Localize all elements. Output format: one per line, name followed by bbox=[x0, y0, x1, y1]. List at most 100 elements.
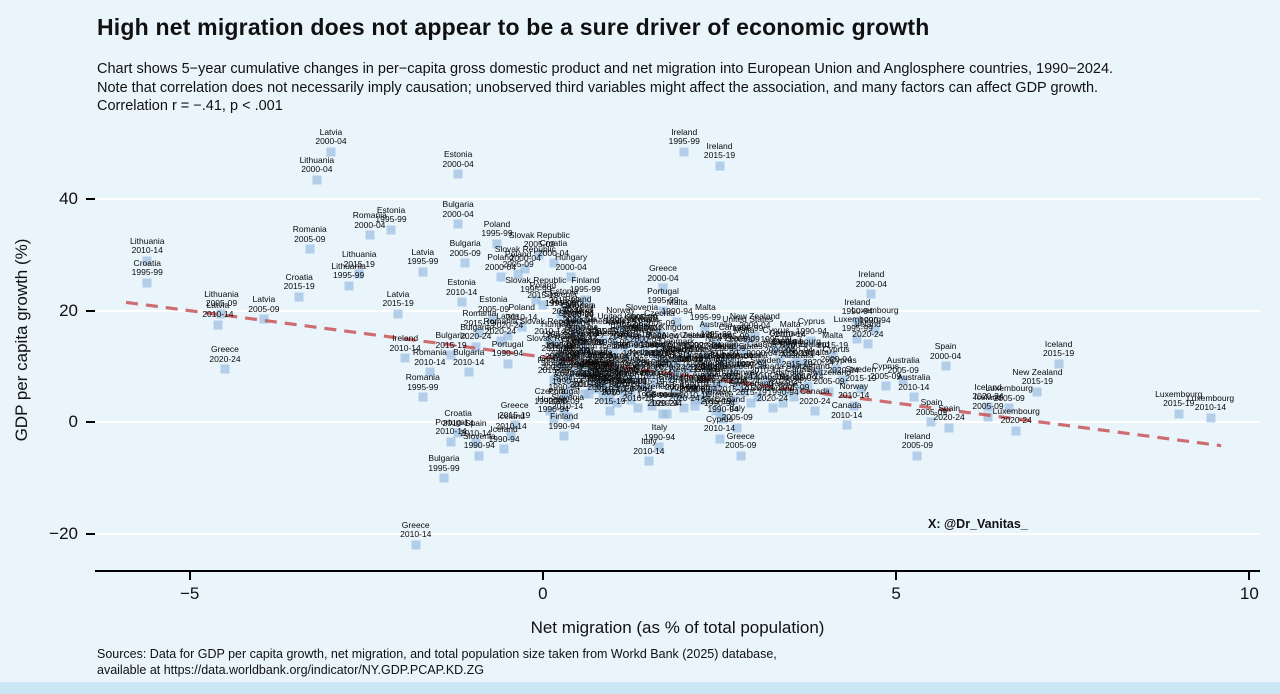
data-point-label: Poland 2005-09 bbox=[502, 249, 534, 269]
data-point-label: Ireland 1995-99 bbox=[668, 126, 700, 147]
data-point-marker bbox=[142, 256, 152, 266]
subtitle-line-3: Correlation r = −.41, p < .001 bbox=[97, 98, 283, 115]
data-point-marker bbox=[534, 250, 544, 260]
data-point-label: Luxembourg 2010-14 bbox=[1186, 392, 1235, 413]
data-point-marker bbox=[983, 412, 993, 422]
data-point-marker bbox=[513, 269, 523, 279]
data-point-marker bbox=[863, 339, 873, 349]
data-point-label: Croatia 1995-99 bbox=[131, 257, 163, 278]
data-point-label: Latvia 2015-19 bbox=[382, 288, 414, 308]
data-point-marker bbox=[654, 442, 664, 452]
data-point-marker bbox=[810, 406, 820, 416]
data-point-marker bbox=[439, 473, 449, 483]
data-point-label: Latvia 1995-99 bbox=[407, 246, 439, 267]
data-point-label: Greece 2010-14 bbox=[400, 519, 432, 540]
data-point-marker bbox=[912, 451, 922, 461]
y-tick-mark bbox=[86, 309, 95, 312]
data-point-marker bbox=[460, 258, 470, 268]
data-point-label: Bulgaria 2010-14 bbox=[453, 347, 485, 367]
data-point-marker bbox=[644, 456, 654, 466]
data-point-label: Canada 2020-24 bbox=[799, 386, 831, 406]
data-point-marker bbox=[633, 403, 643, 413]
source-line-2: available at https://data.worldbank.org/… bbox=[97, 663, 485, 678]
data-point-label: Poland 2015-19 bbox=[527, 280, 559, 300]
data-point-label: Poland 1995-99 bbox=[481, 218, 513, 239]
data-point-marker bbox=[662, 409, 672, 419]
data-point-label: Lithuania 2010-14 bbox=[130, 235, 165, 256]
data-point-label: Latvia 2000-04 bbox=[315, 126, 347, 147]
data-point-label: Greece 2000-04 bbox=[647, 263, 679, 283]
gridline-y-0 bbox=[95, 421, 1260, 424]
data-point-marker bbox=[881, 381, 891, 391]
data-point-label: Portugal 1995-99 bbox=[647, 285, 679, 306]
data-point-marker bbox=[496, 272, 506, 282]
data-point-marker bbox=[736, 451, 746, 461]
data-point-marker bbox=[842, 420, 852, 430]
data-point-label: Romania 2000-04 bbox=[352, 210, 387, 230]
x-tick-label: 0 bbox=[538, 584, 548, 603]
data-point-label: Spain 2020-24 bbox=[933, 402, 965, 423]
y-tick-label: 40 bbox=[59, 189, 78, 209]
x-tick-mark bbox=[895, 572, 898, 580]
data-point-label: Latvia 2005-09 bbox=[248, 294, 280, 314]
data-point-marker bbox=[305, 244, 315, 254]
data-point-label: Estonia 2010-14 bbox=[446, 277, 478, 297]
y-tick-label: 0 bbox=[68, 412, 78, 432]
data-point-label: Iceland 2000-04 bbox=[597, 341, 630, 361]
data-point-marker bbox=[658, 283, 668, 293]
x-tick-mark bbox=[1248, 572, 1251, 580]
gridline-y-40 bbox=[95, 198, 1260, 201]
chart-title: High net migration does not appear to be… bbox=[97, 14, 930, 40]
data-point-marker bbox=[715, 434, 725, 444]
data-point-marker bbox=[531, 295, 541, 305]
data-point-marker bbox=[464, 367, 474, 377]
data-point-marker bbox=[411, 540, 421, 550]
data-point-label: Switzerland 1990-94 bbox=[701, 394, 746, 414]
data-point-label: Romania 2010-14 bbox=[412, 347, 447, 367]
data-point-marker bbox=[312, 175, 322, 185]
data-point-label: Iceland 1995-99 bbox=[569, 327, 601, 348]
subtitle-line-1: Chart shows 5−year cumulative changes in… bbox=[97, 61, 1114, 77]
data-point-label: Poland 2000-04 bbox=[484, 252, 517, 272]
y-tick-label: −20 bbox=[49, 523, 78, 543]
data-point-marker bbox=[1011, 426, 1021, 436]
data-point-label: Iceland 1990-94 bbox=[488, 423, 520, 444]
data-point-marker bbox=[768, 403, 778, 413]
data-point-label: Switzerland 1995-99 bbox=[630, 380, 675, 400]
plot-area: Latvia 2000-04 Latvia 1995-99 Latvia 2015-19 L… bbox=[95, 110, 1260, 570]
data-point-label: New Zealand 1990-94 bbox=[669, 363, 720, 384]
data-point-label: Luxembourg 2000-04 bbox=[773, 335, 821, 356]
data-point-label: Lithuania 2005-09 bbox=[204, 288, 239, 308]
data-point-marker bbox=[520, 264, 530, 274]
data-point-label: Greece 2005-09 bbox=[725, 430, 757, 451]
data-point-marker bbox=[354, 269, 364, 279]
x-tick-label: 10 bbox=[1239, 584, 1259, 603]
data-point-label: Malta 1995-99 bbox=[689, 302, 722, 322]
data-point-marker bbox=[1206, 413, 1216, 423]
data-point-label: Romania 1995-99 bbox=[405, 372, 440, 392]
data-point-label: Malta 1990-94 bbox=[661, 296, 693, 317]
data-point-marker bbox=[605, 406, 615, 416]
data-point-label: Finland 1990-94 bbox=[548, 411, 580, 431]
data-point-label: Finland 1995-99 bbox=[569, 274, 601, 295]
data-point-label: Lithuania 2015-19 bbox=[341, 249, 377, 269]
data-point-marker bbox=[386, 225, 396, 235]
data-point-label: Estonia 2000-04 bbox=[442, 149, 474, 169]
data-point-marker bbox=[365, 230, 375, 240]
watermark: X: @Dr_Vanitas_ bbox=[928, 517, 1028, 531]
data-point-marker bbox=[457, 297, 467, 307]
data-point-label: Estonia 2015-19 bbox=[548, 285, 580, 306]
data-point-marker bbox=[400, 353, 410, 363]
data-point-label: Hungary 2000-04 bbox=[555, 252, 588, 272]
data-point-label: Cyprus 1990-94 bbox=[795, 316, 827, 336]
data-point-label: Greece 2020-24 bbox=[209, 344, 241, 364]
data-point-marker bbox=[344, 281, 354, 291]
data-point-marker bbox=[453, 169, 463, 179]
data-point-marker bbox=[453, 219, 463, 229]
gridline-y--20 bbox=[95, 532, 1260, 535]
data-point-label: Cyprus 2020-24 bbox=[827, 355, 859, 375]
data-point-label: Bulgaria 2005-09 bbox=[449, 238, 481, 258]
x-tick-label: −5 bbox=[179, 584, 200, 603]
data-point-label: Australia 1990-94 bbox=[734, 349, 768, 370]
data-point-marker bbox=[866, 289, 876, 299]
